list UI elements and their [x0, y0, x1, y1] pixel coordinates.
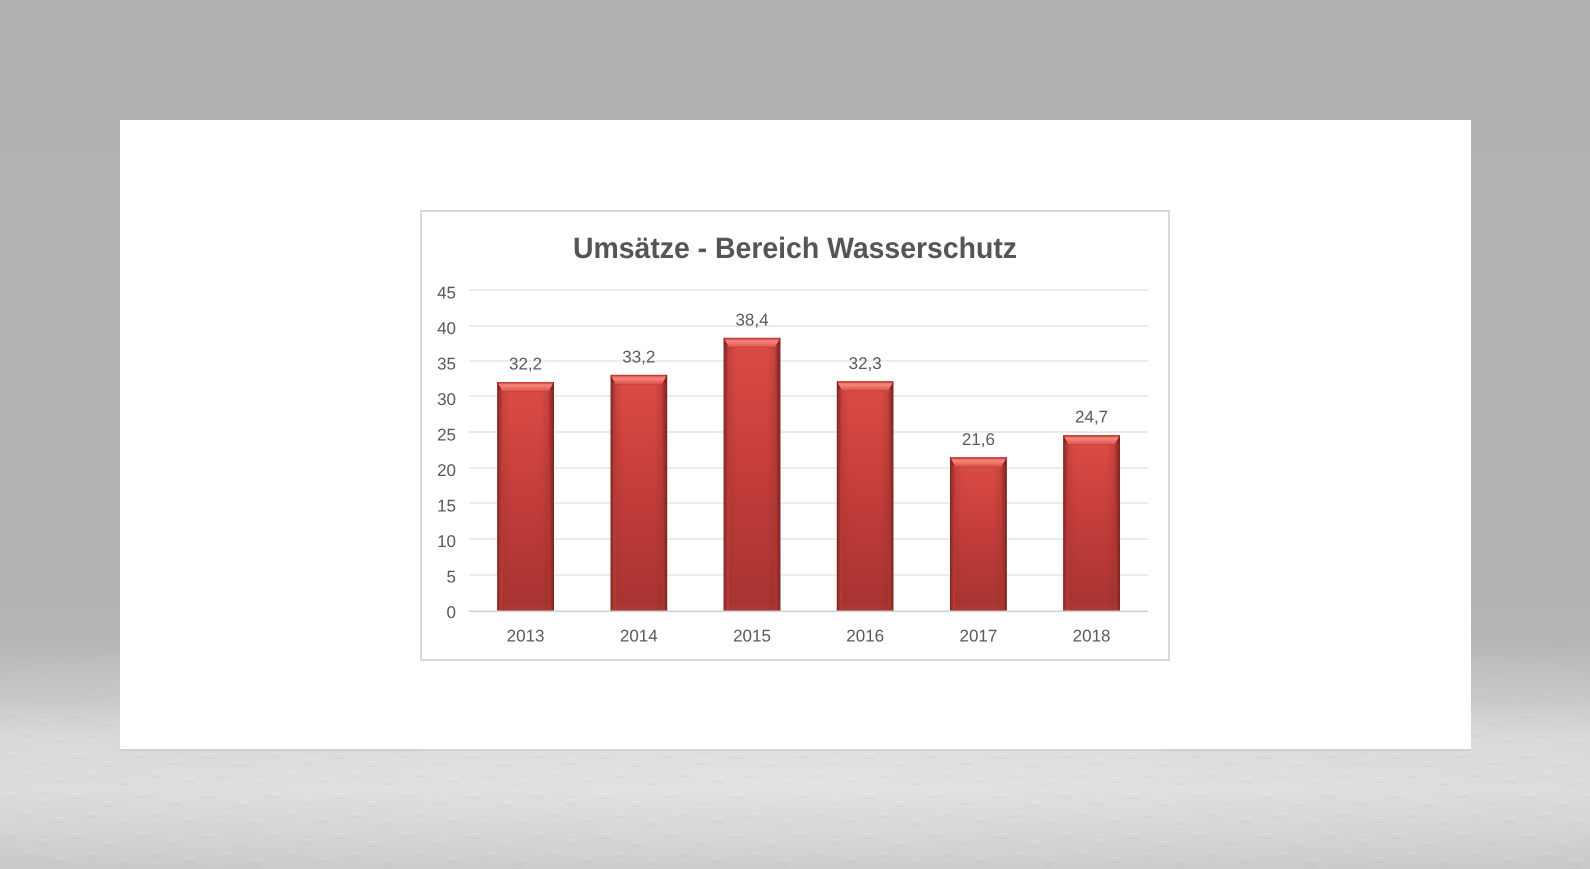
svg-text:33,2: 33,2	[622, 347, 655, 366]
svg-text:2016: 2016	[846, 626, 884, 645]
svg-text:35: 35	[437, 354, 456, 373]
svg-text:30: 30	[437, 390, 456, 409]
svg-text:2015: 2015	[733, 626, 771, 645]
svg-text:2014: 2014	[620, 626, 658, 645]
svg-text:2018: 2018	[1073, 626, 1111, 645]
svg-text:25: 25	[437, 425, 456, 444]
svg-text:32,2: 32,2	[509, 354, 542, 373]
svg-text:2017: 2017	[959, 626, 997, 645]
svg-text:32,3: 32,3	[849, 353, 882, 372]
svg-text:Umsätze - Bereich Wasserschutz: Umsätze - Bereich Wasserschutz	[573, 232, 1017, 265]
svg-text:20: 20	[437, 461, 456, 480]
svg-text:21,6: 21,6	[962, 429, 995, 448]
svg-text:15: 15	[437, 496, 456, 515]
svg-text:0: 0	[447, 603, 456, 622]
svg-text:38,4: 38,4	[735, 310, 768, 329]
svg-text:24,7: 24,7	[1075, 407, 1108, 426]
svg-text:5: 5	[447, 567, 456, 586]
svg-text:10: 10	[437, 532, 456, 551]
svg-text:45: 45	[437, 283, 456, 302]
svg-text:40: 40	[437, 319, 456, 338]
svg-text:2013: 2013	[507, 626, 545, 645]
